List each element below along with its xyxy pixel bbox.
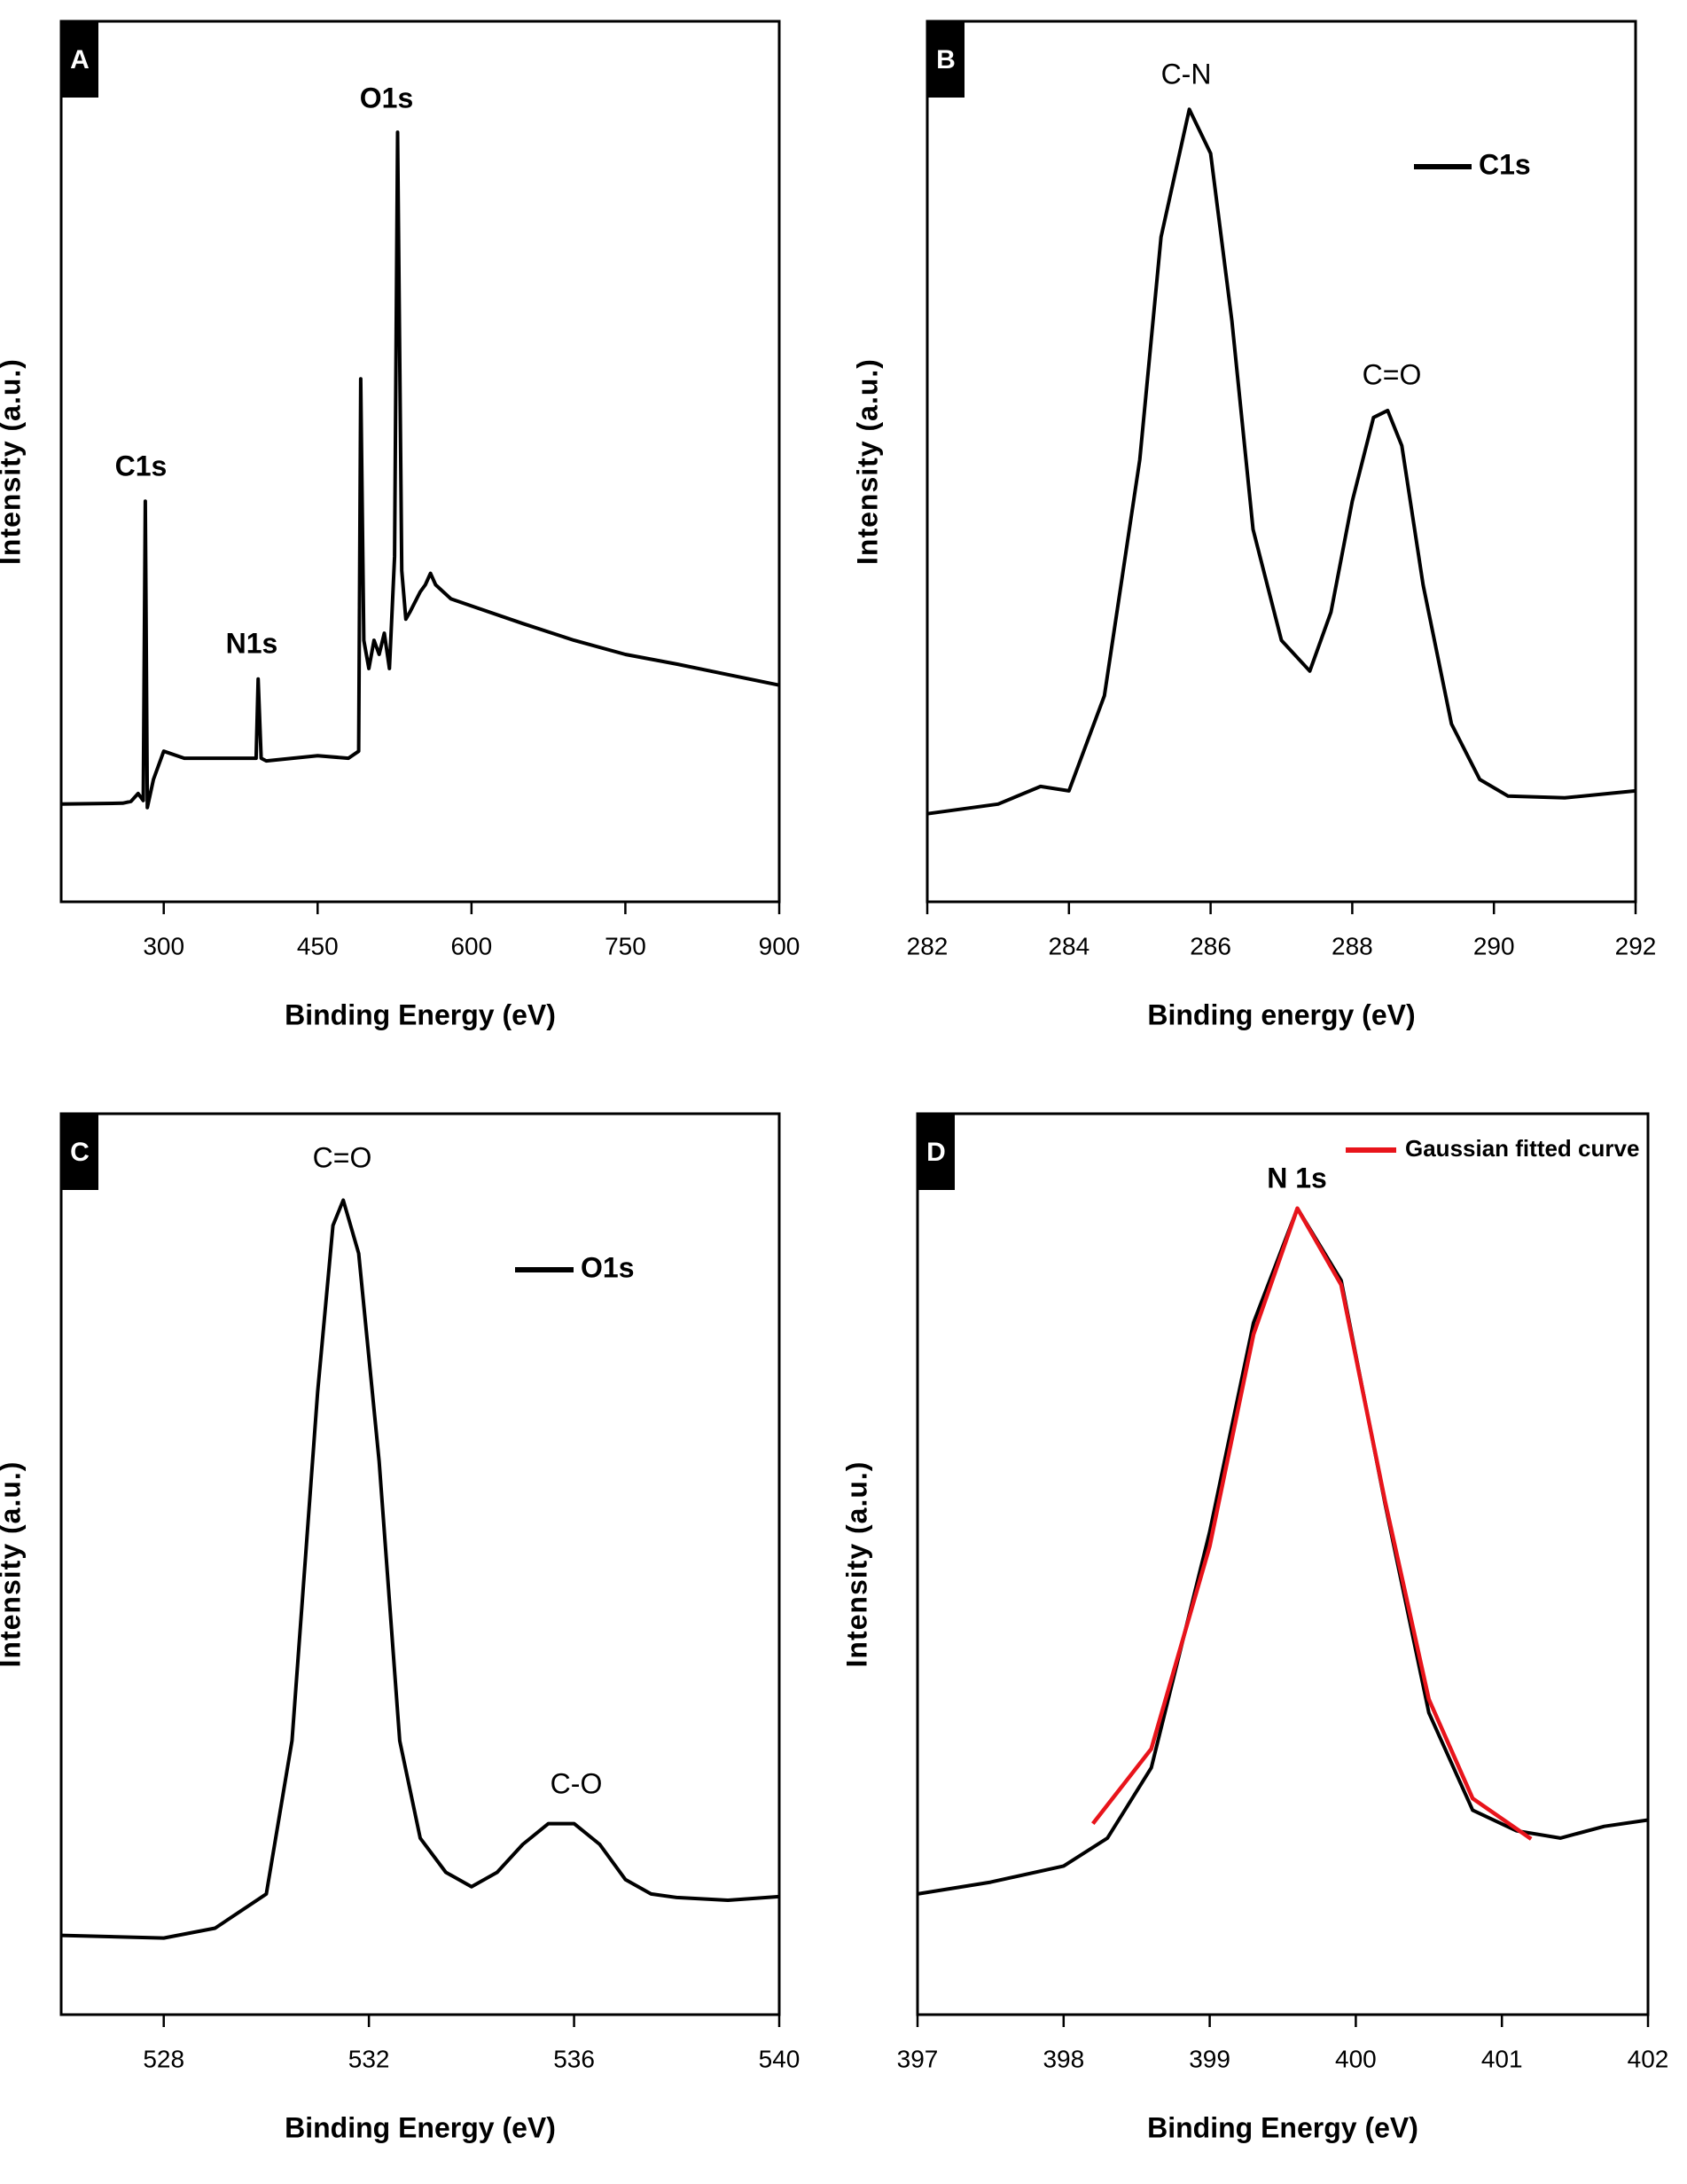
y-axis-label: Intensity (a.u.) [0, 1461, 26, 1668]
panel-label-box [61, 1114, 98, 1190]
peak-annotation: C-N [1161, 58, 1212, 90]
x-tick-label: 900 [759, 932, 801, 959]
y-axis-label: Intensity (a.u.) [851, 358, 883, 565]
peak-annotation: C=O [313, 1141, 372, 1173]
x-tick-label: 401 [1481, 2045, 1523, 2072]
x-axis-label: Binding Energy (eV) [285, 2111, 556, 2143]
panel-label: D [926, 1138, 946, 1167]
peak-annotation: C1s [115, 450, 168, 481]
plot-frame [926, 20, 1637, 904]
plot-frame [916, 1112, 1650, 2016]
legend-label: C1s [1479, 148, 1531, 180]
x-tick-label: 402 [1628, 2045, 1669, 2072]
x-tick-label: 288 [1332, 932, 1373, 959]
x-tick-label: 540 [759, 2045, 801, 2072]
peak-annotation: N1s [226, 627, 278, 659]
data-line [917, 1206, 1649, 1896]
plot-frame [59, 20, 781, 904]
x-axis-label: Binding Energy (eV) [285, 998, 556, 1030]
peak-annotation: N 1s [1267, 1162, 1327, 1194]
legend-label: O1s [581, 1251, 634, 1283]
x-tick-label: 536 [553, 2045, 595, 2072]
x-tick-label: 398 [1043, 2045, 1084, 2072]
x-tick-label: 284 [1048, 932, 1090, 959]
peak-annotation: O1s [360, 82, 413, 114]
plot-frame [59, 1112, 781, 2016]
data-line [60, 130, 780, 810]
y-axis-label: Intensity (a.u.) [0, 358, 26, 565]
panel-label-box [918, 1114, 955, 1190]
x-axis-label: Binding Energy (eV) [1147, 2111, 1418, 2143]
panel-label: B [936, 45, 956, 74]
x-tick-label: 399 [1189, 2045, 1230, 2072]
legend-label: Gaussian fitted curve [1405, 1135, 1639, 1162]
data-line [926, 107, 1636, 816]
x-tick-label: 282 [907, 932, 949, 959]
y-axis-label: Intensity (a.u.) [840, 1461, 872, 1668]
x-tick-label: 286 [1190, 932, 1231, 959]
x-tick-label: 290 [1473, 932, 1515, 959]
peak-annotation: C-O [551, 1767, 603, 1799]
x-tick-label: 750 [605, 932, 646, 959]
peak-annotation: C=O [1363, 358, 1422, 390]
x-tick-label: 600 [450, 932, 492, 959]
x-tick-label: 528 [143, 2045, 184, 2072]
x-tick-label: 450 [297, 932, 339, 959]
panel-label: A [70, 45, 90, 74]
x-axis-label: Binding energy (eV) [1147, 998, 1415, 1030]
data-line [1091, 1206, 1533, 1841]
x-tick-label: 292 [1615, 932, 1657, 959]
x-tick-label: 400 [1335, 2045, 1377, 2072]
panel-label-box [61, 21, 98, 98]
x-tick-label: 397 [897, 2045, 939, 2072]
panel-label-box [927, 21, 965, 98]
x-tick-label: 532 [348, 2045, 390, 2072]
data-line [60, 1198, 780, 1940]
panel-label: C [70, 1138, 90, 1167]
x-tick-label: 300 [143, 932, 184, 959]
